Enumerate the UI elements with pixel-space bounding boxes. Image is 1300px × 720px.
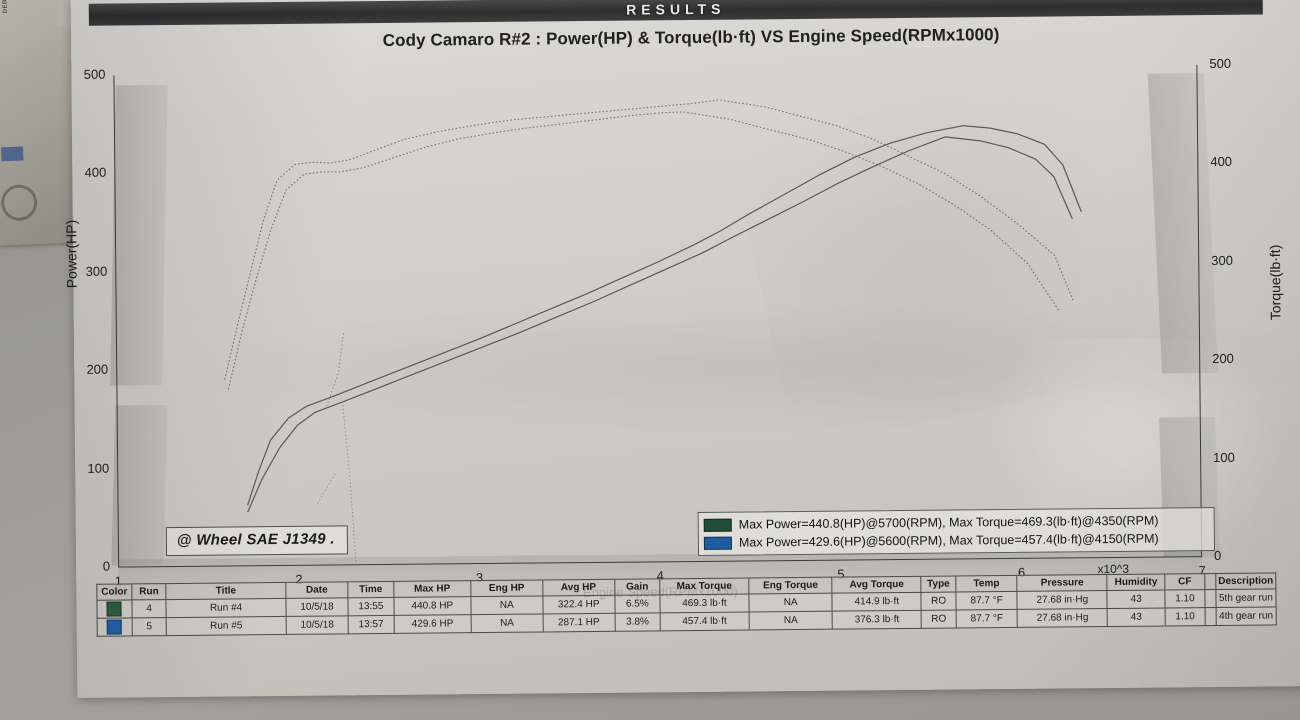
background-paper-text: THIS NOTE IS LEGAL TENDER FOR ALL DEBTS … — [0, 0, 10, 14]
curve-spoolup-tail-2 — [342, 403, 357, 566]
curve-run-5-torque — [227, 111, 1060, 390]
background-paper-blue-mark — [1, 146, 24, 162]
dyno-result-sheet: info@dyno.com RESULTS Cody Camaro R#2 : … — [63, 0, 1300, 698]
curve-spoolup-tail-1 — [326, 331, 345, 407]
curve-run-5-power — [247, 136, 1073, 513]
curve-run-4-power — [247, 125, 1082, 506]
paper-vignette — [70, 0, 1300, 698]
background-paper-circle-mark — [0, 184, 38, 222]
curve-run-4-torque — [224, 99, 1074, 380]
chart-plot-area: Power(HP) Torque(lb·ft) Engine Speed(RPM… — [63, 56, 1284, 600]
dyno-curves — [224, 99, 1082, 566]
